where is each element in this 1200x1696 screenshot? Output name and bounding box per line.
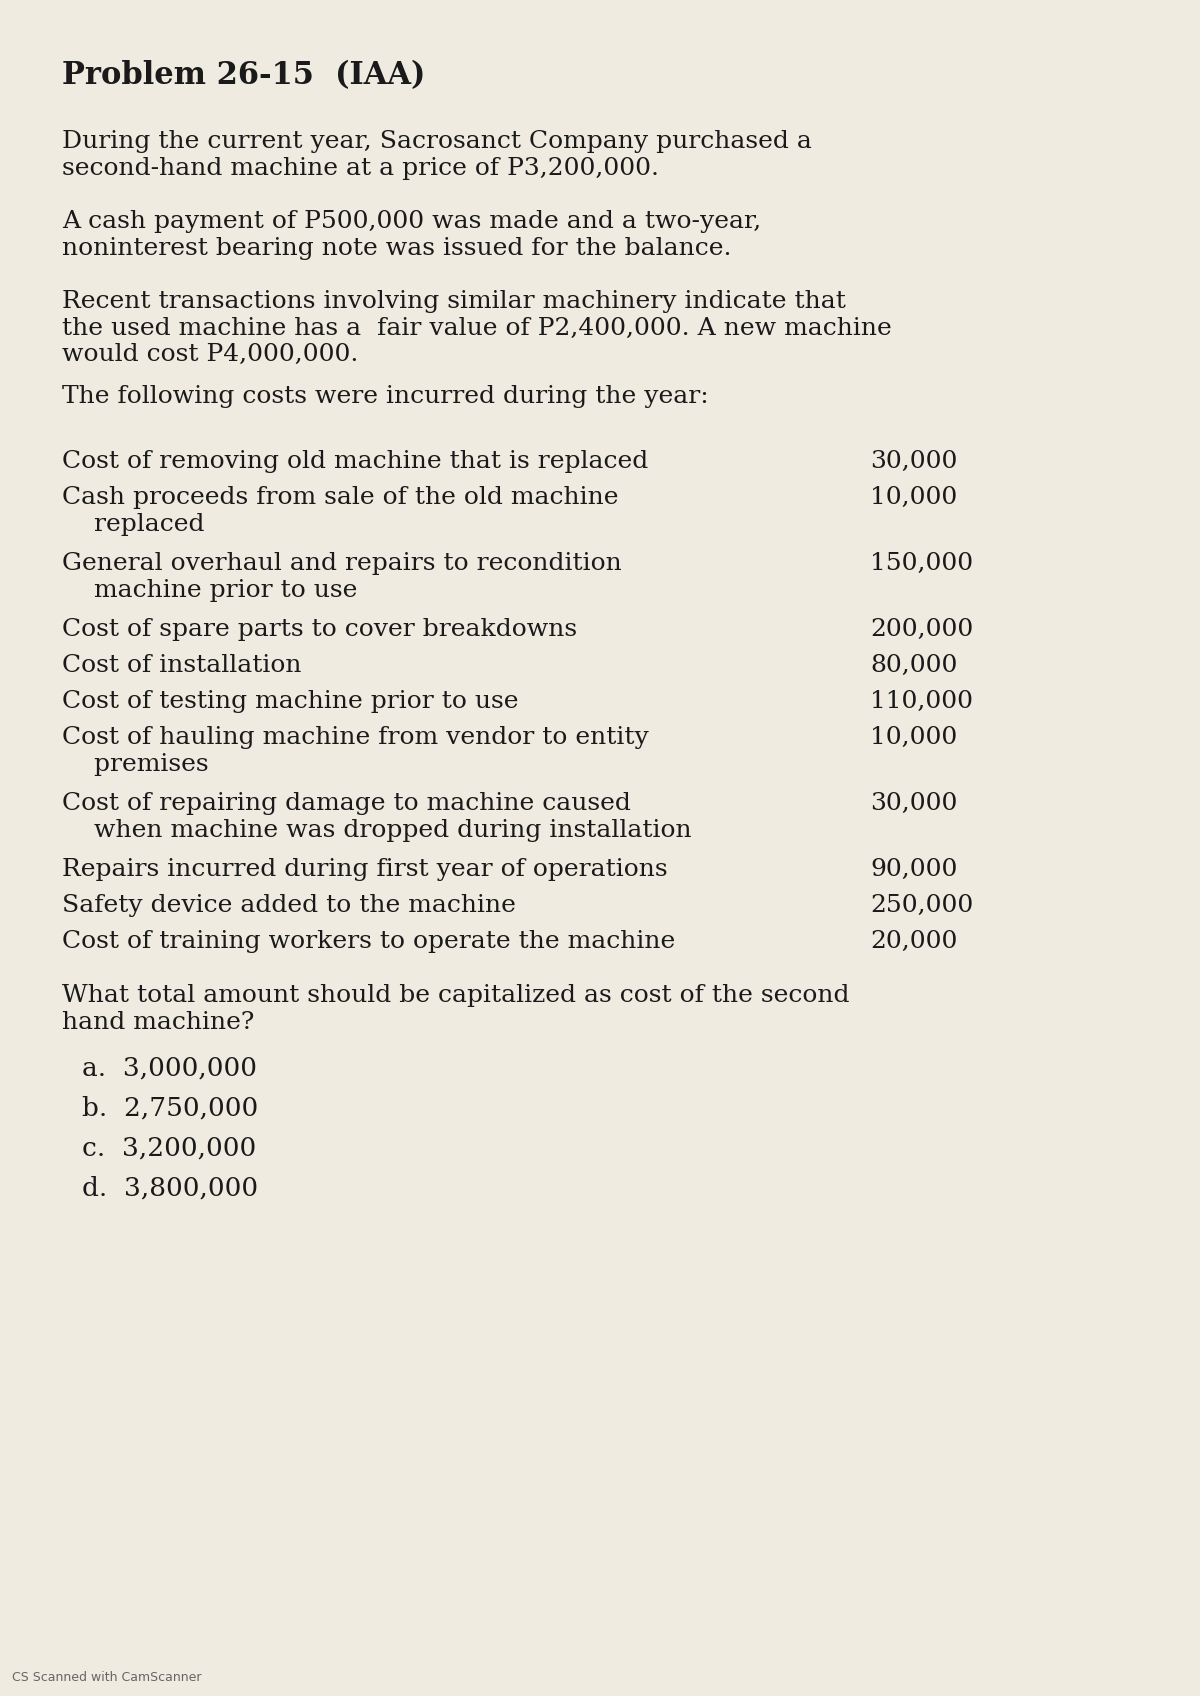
Text: 10,000: 10,000 xyxy=(870,726,958,750)
Text: 20,000: 20,000 xyxy=(870,929,958,953)
Text: Cost of removing old machine that is replaced: Cost of removing old machine that is rep… xyxy=(62,449,648,473)
Text: 10,000: 10,000 xyxy=(870,487,958,509)
Text: 150,000: 150,000 xyxy=(870,551,973,575)
Text: 110,000: 110,000 xyxy=(870,690,973,712)
Text: Safety device added to the machine: Safety device added to the machine xyxy=(62,894,516,918)
Text: d.  3,800,000: d. 3,800,000 xyxy=(82,1175,258,1201)
Text: 90,000: 90,000 xyxy=(870,858,958,880)
Text: Cost of testing machine prior to use: Cost of testing machine prior to use xyxy=(62,690,518,712)
Text: Cost of training workers to operate the machine: Cost of training workers to operate the … xyxy=(62,929,676,953)
Text: Cost of hauling machine from vendor to entity
    premises: Cost of hauling machine from vendor to e… xyxy=(62,726,649,775)
Text: Cash proceeds from sale of the old machine
    replaced: Cash proceeds from sale of the old machi… xyxy=(62,487,618,536)
Text: a.  3,000,000: a. 3,000,000 xyxy=(82,1057,257,1080)
Text: b.  2,750,000: b. 2,750,000 xyxy=(82,1096,258,1121)
Text: 200,000: 200,000 xyxy=(870,617,973,641)
Text: 250,000: 250,000 xyxy=(870,894,973,918)
Text: Cost of repairing damage to machine caused
    when machine was dropped during i: Cost of repairing damage to machine caus… xyxy=(62,792,691,841)
Text: c.  3,200,000: c. 3,200,000 xyxy=(82,1136,257,1162)
Text: What total amount should be capitalized as cost of the second
hand machine?: What total amount should be capitalized … xyxy=(62,984,850,1033)
Text: 30,000: 30,000 xyxy=(870,449,958,473)
Text: Cost of spare parts to cover breakdowns: Cost of spare parts to cover breakdowns xyxy=(62,617,577,641)
Text: Cost of installation: Cost of installation xyxy=(62,655,301,677)
Text: Problem 26-15  (IAA): Problem 26-15 (IAA) xyxy=(62,59,425,92)
Text: Repairs incurred during first year of operations: Repairs incurred during first year of op… xyxy=(62,858,667,880)
Text: General overhaul and repairs to recondition
    machine prior to use: General overhaul and repairs to recondit… xyxy=(62,551,622,602)
Text: 30,000: 30,000 xyxy=(870,792,958,816)
Text: CS Scanned with CamScanner: CS Scanned with CamScanner xyxy=(12,1671,202,1684)
Text: Recent transactions involving similar machinery indicate that
the used machine h: Recent transactions involving similar ma… xyxy=(62,290,892,366)
Text: 80,000: 80,000 xyxy=(870,655,958,677)
Text: The following costs were incurred during the year:: The following costs were incurred during… xyxy=(62,385,709,409)
Text: A cash payment of P500,000 was made and a two-year,
noninterest bearing note was: A cash payment of P500,000 was made and … xyxy=(62,210,761,259)
Text: During the current year, Sacrosanct Company purchased a
second-hand machine at a: During the current year, Sacrosanct Comp… xyxy=(62,131,812,180)
